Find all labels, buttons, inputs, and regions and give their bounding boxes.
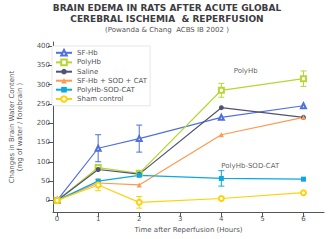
svg-text:SF-Hb + SOD + CAT: SF-Hb + SOD + CAT: [77, 77, 148, 85]
svg-text:Saline: Saline: [77, 68, 98, 76]
svg-text:50: 50: [41, 177, 50, 185]
svg-text:200: 200: [37, 119, 50, 127]
svg-text:400: 400: [37, 42, 50, 50]
svg-text:PolyHb-SOD-CAT: PolyHb-SOD-CAT: [221, 162, 280, 170]
svg-text:1: 1: [96, 215, 100, 223]
svg-text:SF-Hb: SF-Hb: [77, 49, 98, 57]
svg-text:Time after Reperfusion (Hours): Time after Reperfusion (Hours): [133, 226, 242, 234]
svg-text:(mg of water / forebrain ): (mg of water / forebrain ): [16, 82, 24, 171]
svg-text:4: 4: [219, 215, 224, 223]
svg-text:Sham control: Sham control: [77, 95, 124, 103]
svg-text:0: 0: [46, 196, 50, 204]
svg-text:150: 150: [37, 138, 50, 146]
svg-text:350: 350: [37, 61, 50, 69]
svg-text:6: 6: [301, 215, 306, 223]
svg-text:100: 100: [37, 158, 50, 166]
svg-text:5: 5: [260, 215, 264, 223]
svg-text:PolyHb: PolyHb: [234, 67, 259, 75]
svg-text:300: 300: [37, 81, 50, 89]
svg-text:Changes in Brain Water Content: Changes in Brain Water Content: [8, 70, 16, 183]
svg-text:2: 2: [137, 215, 141, 223]
svg-text:CEREBRAL ISCHEMIA & REPERFUSI: CEREBRAL ISCHEMIA & REPERFUSION: [70, 14, 263, 24]
svg-text:BRAIN EDEMA IN RATS AFTER ACUT: BRAIN EDEMA IN RATS AFTER ACUTE GLOBAL: [53, 3, 282, 13]
svg-text:250: 250: [37, 100, 50, 108]
svg-text:0: 0: [55, 215, 59, 223]
svg-text:3: 3: [178, 215, 182, 223]
svg-text:PolyHb: PolyHb: [77, 58, 102, 66]
svg-text:(Powanda & Chang ACBS IB 2002: (Powanda & Chang ACBS IB 2002 ): [105, 26, 229, 34]
svg-text:PolyHb-SOD-CAT: PolyHb-SOD-CAT: [77, 86, 136, 94]
